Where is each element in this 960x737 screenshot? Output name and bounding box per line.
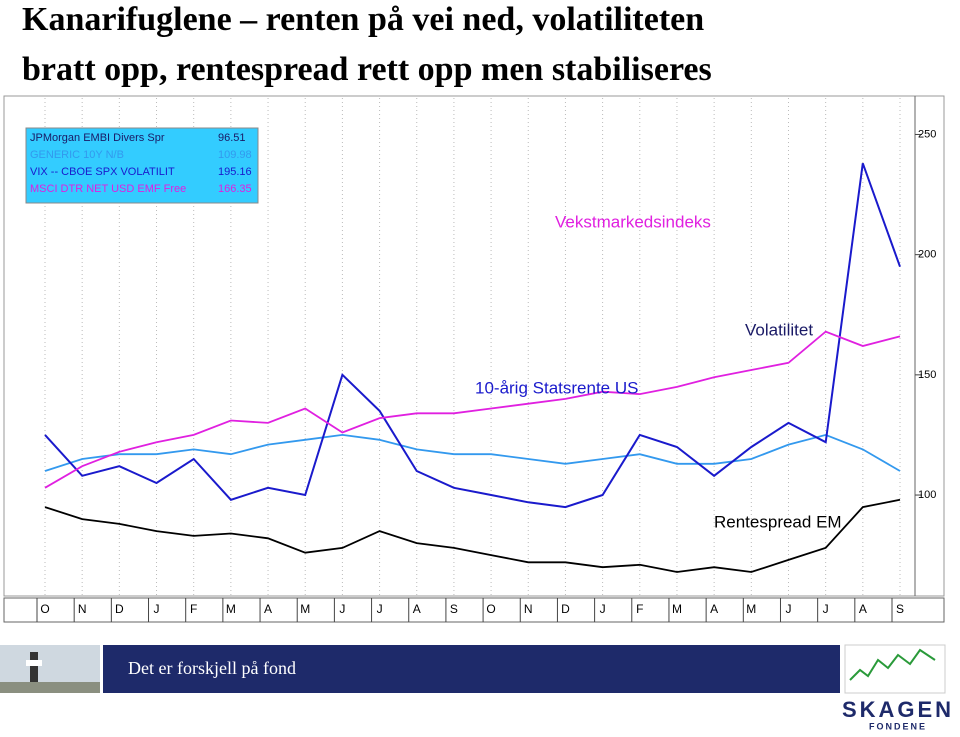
x-tick-label: J [785, 602, 791, 616]
legend-value: 96.51 [218, 132, 246, 144]
x-tick-label: F [636, 602, 643, 616]
x-tick-label: J [339, 602, 345, 616]
x-tick-label: D [115, 602, 124, 616]
lighthouse-band [26, 660, 42, 666]
x-tick-label: S [896, 602, 904, 616]
footer-band [103, 645, 840, 693]
title-line: bratt opp, rentespread rett opp men stab… [22, 51, 712, 88]
x-tick-label: N [78, 602, 87, 616]
series-line [44, 498, 901, 573]
x-tick-label: D [561, 602, 570, 616]
x-tick-label: A [264, 602, 272, 616]
title-line: Kanarifuglene – renten på vei ned, volat… [22, 1, 704, 38]
legend-value: 195.16 [218, 166, 252, 178]
logo-sub: FONDENE [869, 721, 927, 731]
legend-label: VIX -- CBOE SPX VOLATILIT [30, 166, 175, 178]
legend-label: MSCI DTR NET USD EMF Free [30, 183, 186, 195]
x-tick-label: O [486, 602, 495, 616]
x-tick-label: J [600, 602, 606, 616]
lighthouse [30, 652, 38, 688]
x-tick-label: M [672, 602, 682, 616]
legend-value: 109.98 [218, 149, 252, 161]
series-line [44, 330, 901, 489]
series-line [44, 162, 901, 509]
y-tick-label: 200 [918, 249, 936, 261]
legend-box [25, 127, 259, 204]
x-tick-label: F [190, 602, 197, 616]
footer-slogan: Det er forskjell på fond [128, 658, 296, 678]
x-tick-label: M [746, 602, 756, 616]
x-tick-label: A [413, 602, 421, 616]
legend-value: 166.35 [218, 183, 252, 195]
x-tick-label: M [300, 602, 310, 616]
x-tick-label: A [859, 602, 867, 616]
legend-label: GENERIC 10Y N/B [30, 149, 124, 161]
rocks [0, 682, 100, 693]
x-tick-label: M [226, 602, 236, 616]
x-axis-strip [3, 597, 945, 623]
x-tick-label: J [823, 602, 829, 616]
y-tick-label: 100 [918, 489, 936, 501]
x-tick-label: O [40, 602, 49, 616]
x-tick-label: J [154, 602, 160, 616]
annotation: Volatilitet [745, 320, 813, 339]
x-tick-label: N [524, 602, 533, 616]
y-tick-label: 150 [918, 369, 936, 381]
annotation: 10-årig Statsrente US [475, 378, 638, 397]
annotation: Vekstmarkedsindeks [555, 212, 711, 231]
series-line [44, 433, 901, 472]
logo-graph [849, 648, 936, 681]
y-tick-label: 250 [918, 128, 936, 140]
x-tick-label: A [710, 602, 718, 616]
x-tick-label: S [450, 602, 458, 616]
logo: SKAGEN [842, 697, 954, 722]
logo-graph-box [844, 644, 946, 694]
legend-label: JPMorgan EMBI Divers Spr [30, 132, 165, 144]
x-tick-label: J [377, 602, 383, 616]
annotation: Rentespread EM [714, 512, 842, 531]
